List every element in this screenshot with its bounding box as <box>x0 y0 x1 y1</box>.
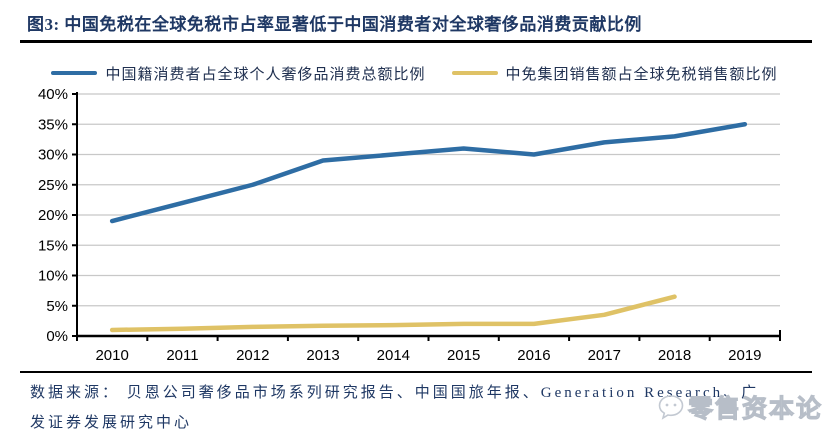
x-axis-tick-label: 2010 <box>95 347 128 364</box>
x-axis-tick-label: 2016 <box>517 347 550 364</box>
x-axis-tick-label: 2019 <box>728 347 761 364</box>
figure-title: 图3: 中国免税在全球免税市占率显著低于中国消费者对全球奢侈品消费贡献比例 <box>27 15 642 34</box>
line-chart-canvas: 0% 5% 10% 15% 20% 25% 30% 35% 40% 2010 2011 2012 201… <box>38 86 781 364</box>
data-source-line2: 发证券发展研究中心 <box>30 415 193 431</box>
x-axis-tick-label: 2013 <box>306 347 339 364</box>
y-axis-tick-label: 5% <box>46 298 68 315</box>
x-axis-tick-label: 2018 <box>658 347 691 364</box>
legend-item-gold: 中免集团销售额占全球免税销售额比例 <box>451 63 778 84</box>
x-axis-tick-label: 2011 <box>166 347 198 364</box>
y-axis-tick-label: 15% <box>38 237 68 254</box>
chart-legend: 中国籍消费者占全球个人奢侈品消费总额比例 中免集团销售额占全球免税销售额比例 <box>0 63 829 83</box>
series-line-gold <box>109 294 677 333</box>
y-axis-tick-label: 25% <box>38 177 68 194</box>
y-axis-tick-label: 40% <box>38 86 68 103</box>
x-axis-tick-label: 2015 <box>447 347 480 364</box>
title-divider <box>20 40 812 43</box>
x-axis-tick-label: 2012 <box>236 347 269 364</box>
series-line-blue <box>109 122 748 224</box>
legend-label-gold: 中免集团销售额占全球免税销售额比例 <box>505 66 778 83</box>
y-axis-tick-label: 10% <box>38 268 68 285</box>
y-axis-tick-label: 30% <box>38 147 68 164</box>
y-axis-tick-label: 35% <box>38 116 68 133</box>
data-source-line1: 数据来源： 贝恩公司奢侈品市场系列研究报告、中国国旅年报、Generation … <box>30 385 760 401</box>
y-axis-tick-label: 20% <box>38 207 68 224</box>
legend-label-blue: 中国籍消费者占全球个人奢侈品消费总额比例 <box>105 66 426 83</box>
blue-line-swatch <box>51 71 98 75</box>
gold-line-swatch <box>451 71 498 75</box>
y-axis-tick-label: 0% <box>46 328 68 345</box>
data-source-note: 数据来源： 贝恩公司奢侈品市场系列研究报告、中国国旅年报、Generation … <box>30 378 810 438</box>
legend-item-blue: 中国籍消费者占全球个人奢侈品消费总额比例 <box>51 63 425 84</box>
x-axis-tick-label: 2014 <box>377 347 410 364</box>
footer-divider <box>20 371 812 373</box>
x-axis-tick-label: 2017 <box>588 347 621 364</box>
